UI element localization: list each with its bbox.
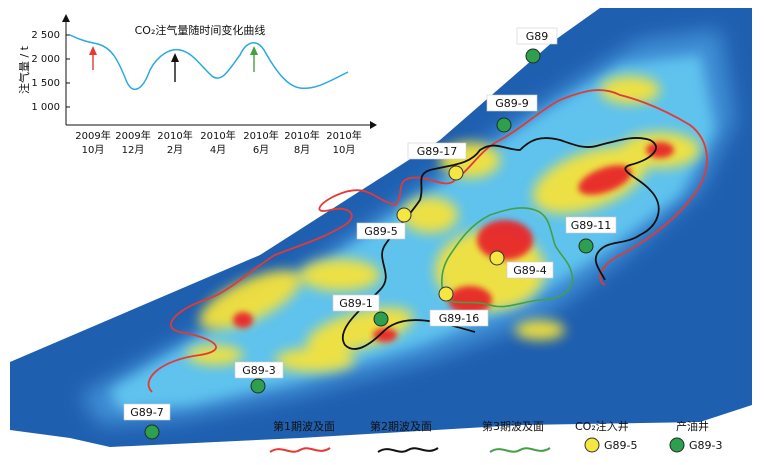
svg-text:2010年: 2010年	[157, 129, 192, 142]
production-well-marker	[578, 238, 594, 254]
well-label-g89-16: G89-16	[439, 312, 480, 325]
legend-front3-line	[489, 447, 551, 453]
well-label-g89-1: G89-1	[339, 297, 373, 310]
well-g89-7[interactable]: G89-7	[123, 403, 171, 440]
inset-arrow-black	[171, 53, 179, 82]
svg-text:2009年: 2009年	[75, 129, 110, 142]
production-well-marker	[496, 117, 512, 133]
well-g89[interactable]: G89	[516, 27, 558, 64]
inset-curve	[69, 34, 349, 90]
well-g89-16[interactable]: G89-16	[429, 286, 489, 327]
injection-well-marker	[448, 165, 464, 181]
legend-injection-marker	[584, 437, 600, 453]
well-g89-9[interactable]: G89-9	[486, 94, 538, 133]
inset-title: CO₂注气量随时间变化曲线	[135, 23, 266, 37]
well-g89-4[interactable]: G89-4	[489, 250, 554, 279]
well-g89-11[interactable]: G89-11	[565, 216, 617, 254]
legend-production-marker	[669, 437, 685, 453]
legend: 第1期波及面 第2期波及面 第3期波及面 CO₂注入井 G89-5 产油井 G8…	[269, 419, 723, 453]
svg-text:2010年: 2010年	[200, 129, 235, 142]
legend-front1-label: 第1期波及面	[273, 419, 335, 433]
front-2-line	[342, 137, 660, 350]
svg-text:2月: 2月	[167, 144, 183, 156]
svg-text:10月: 10月	[82, 144, 105, 156]
legend-front1-line	[269, 447, 331, 453]
legend-front3-label: 第3期波及面	[482, 419, 544, 433]
injection-well-marker	[396, 207, 412, 223]
production-well-marker	[250, 378, 266, 394]
well-label-g89-4: G89-4	[513, 264, 547, 277]
well-g89-5[interactable]: G89-5	[356, 207, 412, 240]
legend-production-title: 产油井	[676, 419, 709, 433]
svg-text:1 500: 1 500	[31, 78, 60, 89]
svg-text:8月: 8月	[294, 144, 310, 156]
inset-ylabel: 注气量 / t	[17, 45, 31, 94]
svg-text:2010年: 2010年	[284, 129, 319, 142]
production-well-marker	[373, 311, 389, 327]
inset-arrow-red	[89, 46, 97, 70]
injection-well-marker	[489, 250, 505, 266]
well-label-g89-9: G89-9	[495, 97, 529, 110]
svg-text:4月: 4月	[210, 144, 226, 156]
legend-front2-line	[377, 447, 439, 453]
svg-text:2 000: 2 000	[31, 54, 60, 65]
inset-xticks: 2009年 10月 2009年 12月 2010年 2月 2010年 4月 20…	[75, 129, 361, 156]
well-label-g89-3: G89-3	[242, 364, 276, 377]
injection-well-marker	[438, 286, 454, 302]
legend-injection-example: G89-5	[604, 439, 638, 452]
svg-text:2 500: 2 500	[31, 30, 60, 41]
svg-text:2010年: 2010年	[326, 129, 361, 142]
svg-text:12月: 12月	[122, 144, 145, 156]
legend-production-example: G89-3	[689, 439, 723, 452]
svg-text:6月: 6月	[253, 144, 269, 156]
well-label-g89-5: G89-5	[364, 225, 398, 238]
svg-text:10月: 10月	[333, 144, 356, 156]
production-well-marker	[525, 48, 541, 64]
well-label-g89-17: G89-17	[417, 145, 458, 158]
well-g89-17[interactable]: G89-17	[407, 142, 467, 181]
legend-injection-title: CO₂注入井	[575, 419, 629, 433]
well-label-g89: G89	[526, 30, 549, 43]
well-label-g89-11: G89-11	[571, 219, 612, 232]
inset-background	[10, 12, 365, 167]
production-well-marker	[144, 424, 160, 440]
well-g89-1[interactable]: G89-1	[332, 294, 389, 327]
inset-arrow-green	[250, 46, 258, 72]
inset-yticks: 2 500 2 000 1 500 1 000 500	[31, 30, 70, 113]
svg-text:1 000: 1 000	[31, 102, 60, 113]
front-3-line	[440, 207, 574, 308]
well-label-g89-7: G89-7	[130, 406, 164, 419]
legend-front2-label: 第2期波及面	[370, 419, 432, 433]
well-g89-3[interactable]: G89-3	[234, 361, 284, 394]
front-1-line	[147, 89, 708, 393]
inset-chart: CO₂注气量随时间变化曲线 注气量 / t 2 500 2 000 1 500 …	[10, 12, 377, 167]
svg-text:2009年: 2009年	[115, 129, 150, 142]
svg-text:2010年: 2010年	[243, 129, 278, 142]
